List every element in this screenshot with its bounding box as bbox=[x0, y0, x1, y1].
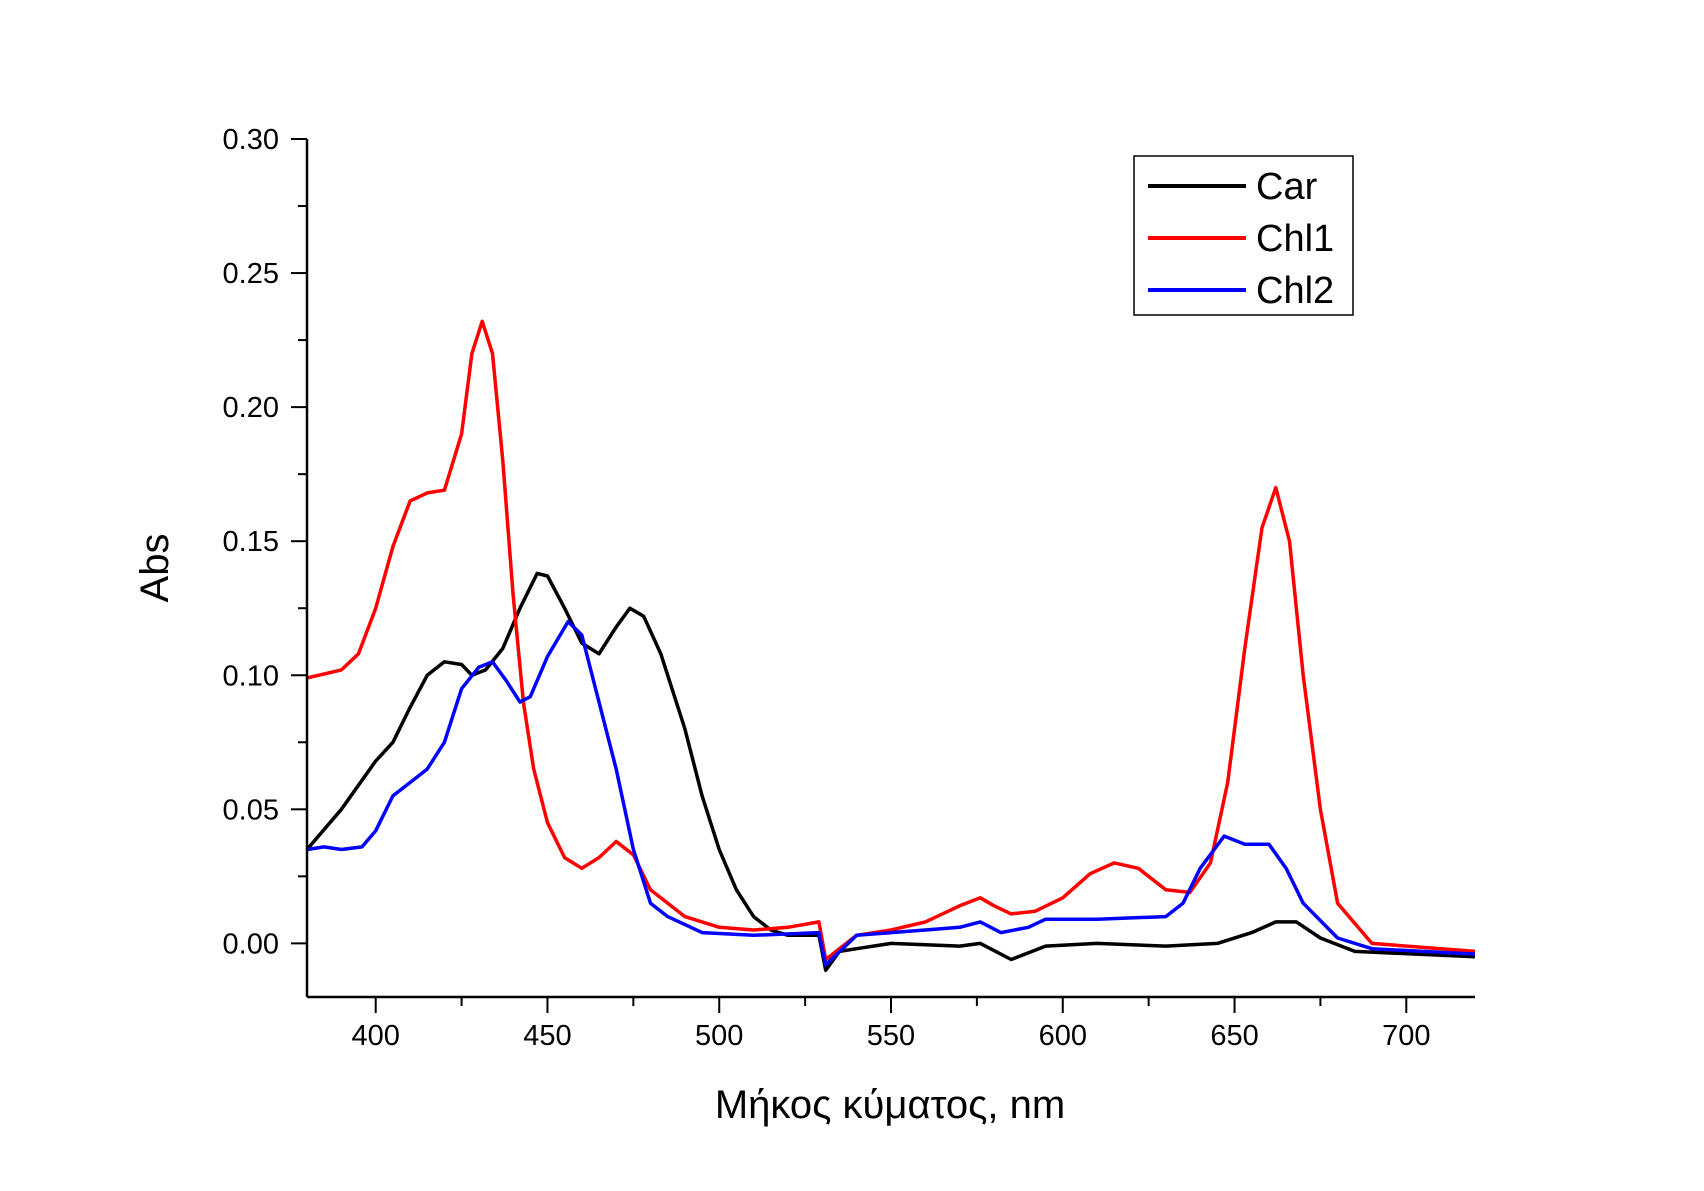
axes: 400 450 500 550 600 650 700 0.00 0.05 0.10 0.15 0.2… bbox=[223, 124, 1475, 1052]
x-tick-label: 450 bbox=[523, 1020, 571, 1052]
x-tick-label: 650 bbox=[1210, 1020, 1258, 1052]
series-line-car bbox=[305, 571, 1476, 972]
y-axis-label: Abs bbox=[133, 534, 177, 603]
x-tick-label: 700 bbox=[1382, 1020, 1430, 1052]
plot-lines bbox=[305, 319, 1476, 972]
legend-label: Chl2 bbox=[1256, 270, 1334, 312]
x-axis-label: Μήκος κύματος, nm bbox=[715, 1083, 1065, 1127]
y-tick-label: 0.10 bbox=[223, 660, 279, 692]
legend-label: Chl1 bbox=[1256, 218, 1334, 260]
legend: Car Chl1 Chl2 bbox=[1133, 155, 1354, 316]
x-tick-label: 500 bbox=[695, 1020, 743, 1052]
x-tick-label: 550 bbox=[867, 1020, 915, 1052]
y-tick-label: 0.05 bbox=[223, 794, 279, 826]
y-tick-label: 0.20 bbox=[223, 392, 279, 424]
series-line-chl1 bbox=[306, 319, 1476, 962]
y-tick-label: 0.25 bbox=[223, 258, 279, 290]
x-tick-label: 400 bbox=[352, 1020, 400, 1052]
legend-label: Car bbox=[1256, 166, 1318, 208]
y-tick-label: 0.00 bbox=[223, 928, 279, 960]
y-tick-label: 0.15 bbox=[223, 526, 279, 558]
series-line-chl2 bbox=[306, 619, 1476, 967]
y-tick-label: 0.30 bbox=[223, 124, 279, 156]
x-tick-label: 600 bbox=[1039, 1020, 1087, 1052]
